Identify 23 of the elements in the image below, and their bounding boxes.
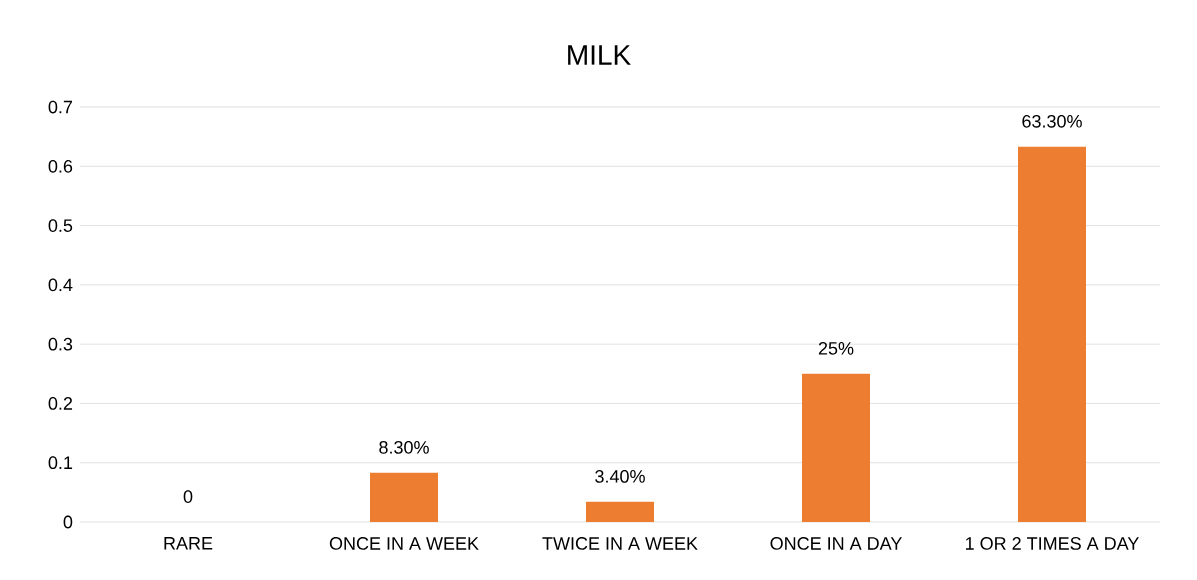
y-tick-label: 0.7 — [48, 100, 73, 114]
y-tick-label: 0.6 — [48, 159, 73, 173]
x-tick-label: ONCE IN A WEEK — [329, 537, 479, 550]
y-tick-label: 0 — [63, 515, 73, 529]
y-tick-label: 0.3 — [48, 337, 73, 351]
x-tick-label: RARE — [164, 537, 213, 550]
data-label: 63.30% — [1022, 114, 1082, 128]
y-tick-label: 0.2 — [48, 397, 73, 410]
x-tick-label: ONCE IN A DAY — [770, 537, 902, 550]
y-tick-label: 0.5 — [48, 219, 73, 232]
y-tick-label: 0.1 — [48, 456, 73, 470]
data-label: 25% — [818, 341, 854, 355]
bar — [370, 472, 439, 522]
y-tick-label: 0.4 — [48, 278, 73, 292]
x-tick-label: 1 OR 2 TIMES A DAY — [966, 537, 1139, 550]
data-label: 3.40% — [595, 470, 645, 483]
bar — [586, 501, 654, 522]
chart-title: MILK — [568, 45, 631, 65]
data-label: 8.30% — [379, 440, 429, 454]
x-tick-label: TWICE IN A WEEK — [542, 537, 698, 550]
data-label: 0 — [183, 490, 193, 503]
bar — [1018, 146, 1086, 522]
bar — [802, 373, 870, 522]
